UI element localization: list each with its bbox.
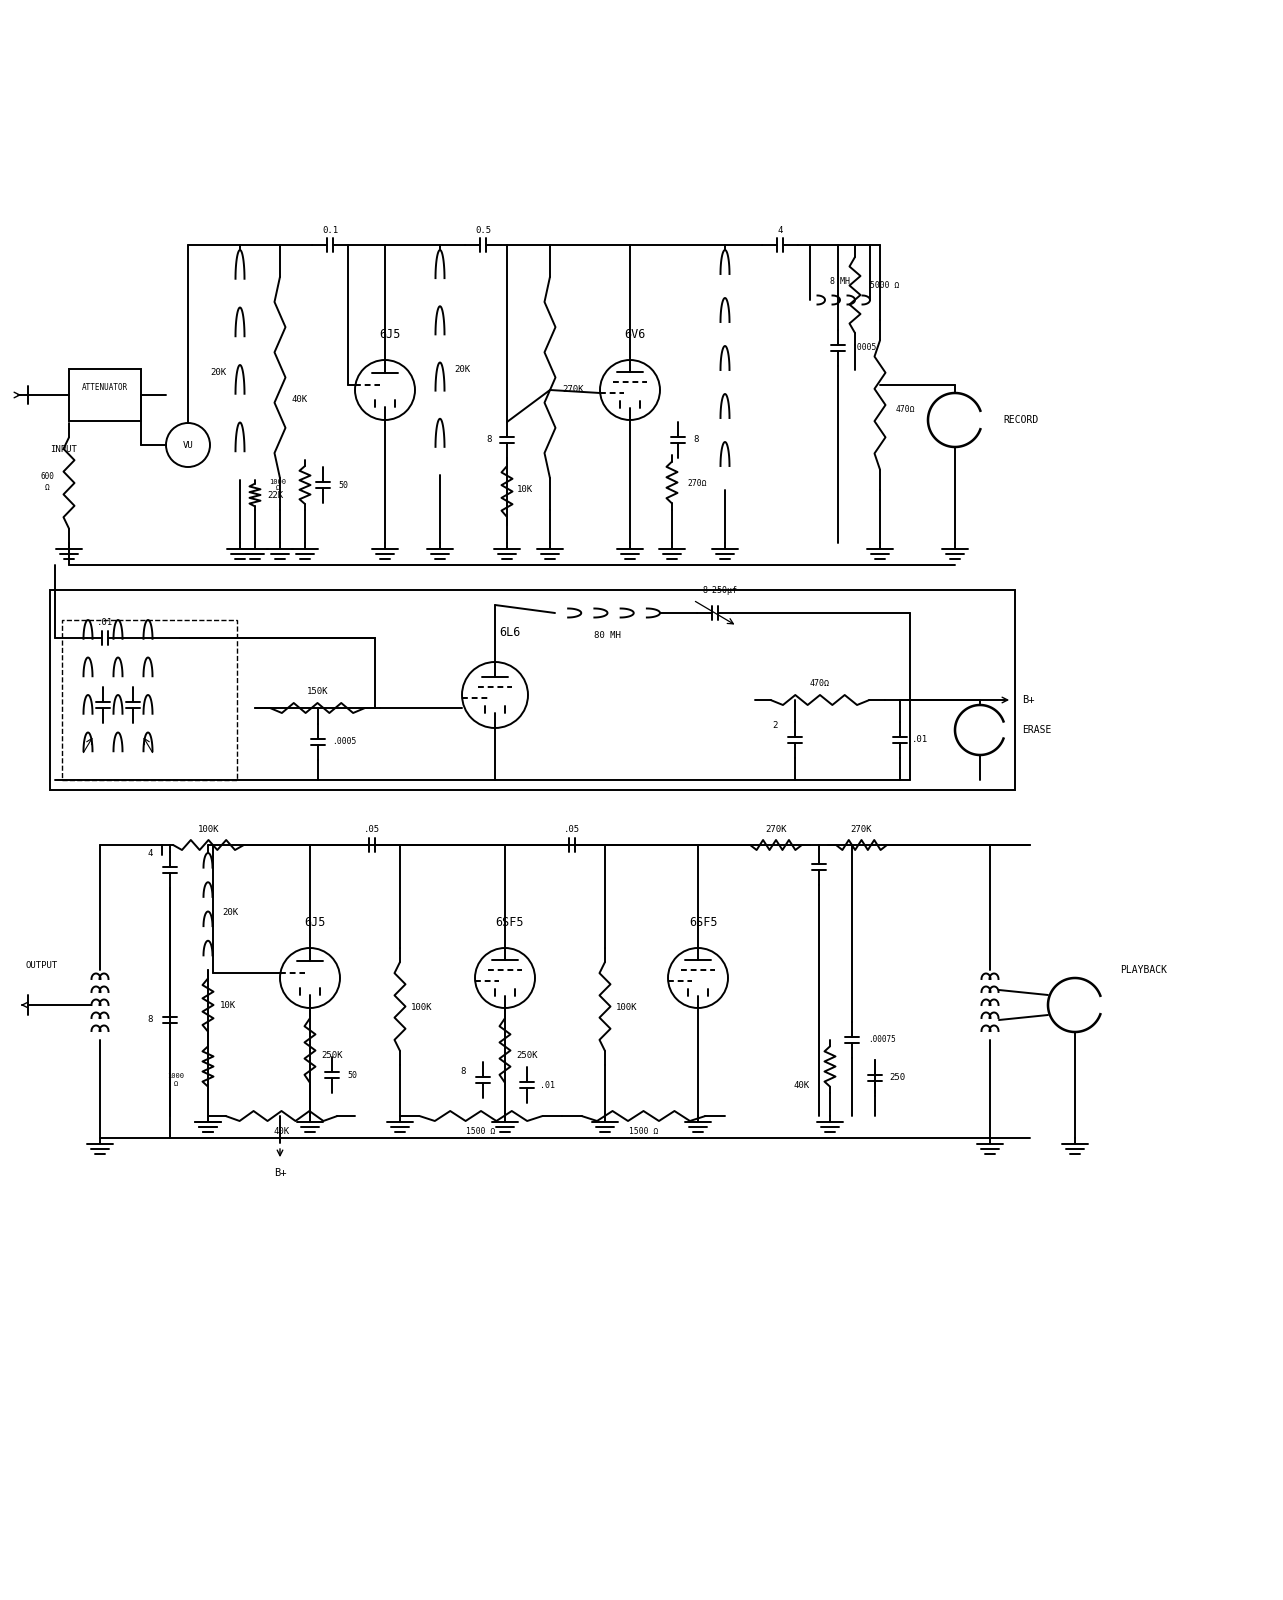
Text: 80 MH: 80 MH bbox=[594, 630, 621, 640]
Text: 250K: 250K bbox=[516, 1051, 538, 1059]
Text: 270K: 270K bbox=[562, 386, 584, 395]
Text: 1000
Ω: 1000 Ω bbox=[269, 478, 286, 491]
Text: 8: 8 bbox=[693, 435, 699, 445]
Text: 250K: 250K bbox=[321, 1051, 343, 1059]
Text: 20K: 20K bbox=[222, 909, 239, 917]
Text: .0005: .0005 bbox=[852, 344, 876, 352]
Text: 0.5: 0.5 bbox=[475, 227, 491, 235]
Text: 100K: 100K bbox=[616, 1003, 638, 1011]
Text: 50: 50 bbox=[337, 480, 348, 490]
Text: .01: .01 bbox=[912, 736, 928, 744]
Text: 40K: 40K bbox=[273, 1128, 290, 1136]
Text: 1500 Ω: 1500 Ω bbox=[629, 1128, 658, 1136]
Text: 20K: 20K bbox=[454, 365, 470, 374]
Text: ERASE: ERASE bbox=[1023, 725, 1051, 734]
Text: 8: 8 bbox=[486, 435, 491, 445]
Text: ATTENUATOR: ATTENUATOR bbox=[82, 382, 128, 392]
Text: 250: 250 bbox=[889, 1074, 905, 1083]
Text: 40K: 40K bbox=[794, 1080, 810, 1090]
Bar bbox=[50, 590, 1015, 790]
Text: 1500 Ω: 1500 Ω bbox=[467, 1128, 495, 1136]
Text: 6V6: 6V6 bbox=[625, 328, 645, 341]
Text: 8-250μf: 8-250μf bbox=[703, 587, 738, 595]
Text: RECORD: RECORD bbox=[1003, 414, 1038, 426]
Text: 6L6: 6L6 bbox=[499, 627, 521, 640]
Text: 6SF5: 6SF5 bbox=[495, 915, 525, 928]
Text: 600
Ω: 600 Ω bbox=[40, 472, 54, 491]
Text: 4: 4 bbox=[777, 227, 783, 235]
Text: B+: B+ bbox=[273, 1168, 286, 1178]
Text: .05: .05 bbox=[565, 824, 580, 834]
Text: 270K: 270K bbox=[851, 824, 872, 834]
Text: 22K: 22K bbox=[267, 491, 284, 499]
Text: 10K: 10K bbox=[517, 485, 532, 494]
Text: 270Ω: 270Ω bbox=[688, 478, 707, 488]
Text: 10K: 10K bbox=[219, 1000, 236, 1010]
Text: 6J5: 6J5 bbox=[380, 328, 400, 341]
Text: 100K: 100K bbox=[412, 1003, 432, 1011]
Text: 2: 2 bbox=[772, 720, 777, 730]
Text: OUTPUT: OUTPUT bbox=[24, 960, 58, 970]
Text: 470Ω: 470Ω bbox=[810, 680, 830, 688]
Text: .01: .01 bbox=[539, 1080, 554, 1090]
Text: .00075: .00075 bbox=[869, 1035, 896, 1045]
Bar bbox=[69, 370, 141, 421]
Text: 40K: 40K bbox=[293, 395, 308, 405]
Text: 20K: 20K bbox=[210, 368, 226, 378]
Text: 50: 50 bbox=[346, 1070, 357, 1080]
Text: 150K: 150K bbox=[307, 688, 328, 696]
Text: 100K: 100K bbox=[198, 824, 219, 834]
Text: 4: 4 bbox=[148, 850, 153, 859]
Text: 6SF5: 6SF5 bbox=[689, 915, 717, 928]
Text: 0.1: 0.1 bbox=[322, 227, 337, 235]
Text: 470Ω: 470Ω bbox=[896, 405, 915, 414]
Text: .0005: .0005 bbox=[332, 738, 357, 747]
Text: .01: .01 bbox=[98, 618, 113, 627]
Bar bbox=[62, 619, 237, 779]
Text: INPUT: INPUT bbox=[50, 445, 77, 454]
Text: 6J5: 6J5 bbox=[304, 915, 326, 928]
Text: 8: 8 bbox=[461, 1067, 466, 1077]
Text: 270K: 270K bbox=[765, 824, 786, 834]
Text: VU: VU bbox=[182, 440, 194, 450]
Text: 1000
Ω: 1000 Ω bbox=[168, 1074, 185, 1086]
Text: .05: .05 bbox=[364, 824, 380, 834]
Text: 8 MH: 8 MH bbox=[830, 277, 851, 286]
Text: B+: B+ bbox=[1023, 694, 1034, 706]
Text: 8: 8 bbox=[148, 1016, 153, 1024]
Text: PLAYBACK: PLAYBACK bbox=[1120, 965, 1168, 974]
Text: 5000 Ω: 5000 Ω bbox=[870, 280, 899, 290]
